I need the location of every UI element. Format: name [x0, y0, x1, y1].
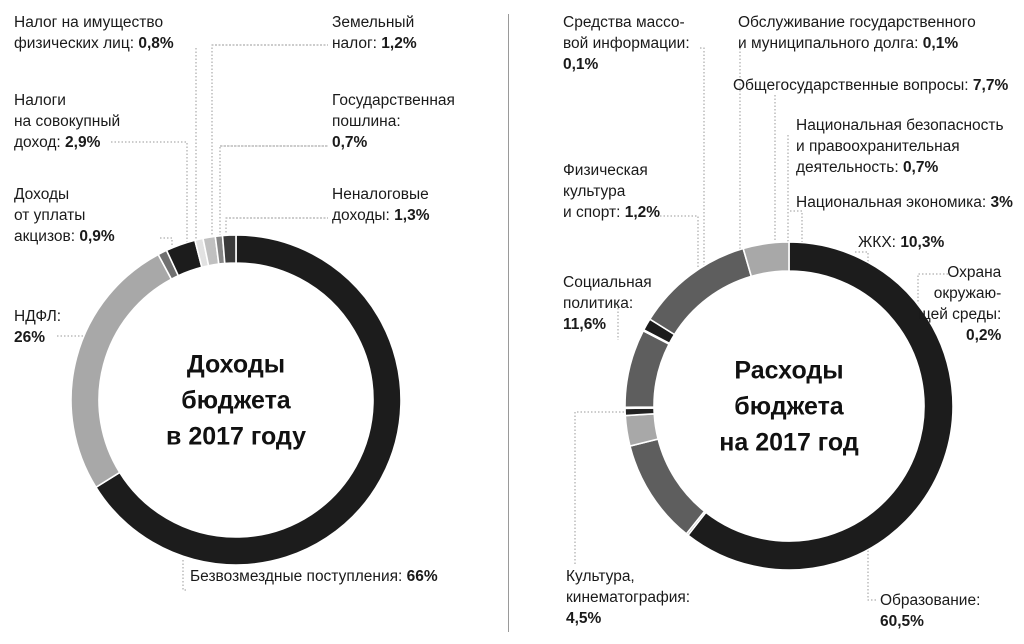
expense-slice-0: [686, 241, 954, 571]
expense-center-title-line: Расходы: [734, 357, 843, 385]
label-value: 0,8%: [138, 35, 174, 52]
expense-donut: Расходы бюджета на 2017 год: [624, 241, 954, 571]
label-value: 66%: [406, 568, 438, 585]
label-bezopasnost: Национальная безопасность и правоохраните…: [796, 115, 1004, 178]
label-text: Безвозмездные поступления:: [190, 568, 403, 585]
label-value: 10,3%: [900, 234, 945, 251]
divider: [508, 14, 509, 632]
label-text: ЖКХ:: [858, 234, 896, 251]
label-obrazovanie: Образование: 60,5%: [880, 590, 980, 632]
label-value: 60,5%: [880, 613, 924, 630]
label-socpolitika: Социальная политика: 11,6%: [563, 272, 652, 335]
label-imushchestvo: Налог на имущество физических лиц: 0,8%: [14, 12, 174, 54]
leader-line-12: [660, 215, 699, 275]
expense-slice-6: [624, 329, 671, 409]
label-text: Налог на имущество физических лиц:: [14, 14, 164, 52]
expense-center-title-line: бюджета: [734, 393, 845, 421]
label-bezvozmezd: Безвозмездные поступления: 66%: [190, 566, 438, 587]
leader-line-4: [211, 44, 328, 242]
label-ekonomika: Национальная экономика: 3%: [796, 192, 1013, 213]
leader-line-5: [219, 145, 328, 242]
label-sport: Физическая культура и спорт: 1,2%: [563, 160, 660, 223]
label-text: Налоги на совокупный доход:: [14, 92, 121, 151]
label-text: Доходы от уплаты акцизов:: [14, 186, 86, 245]
label-value: 1,2%: [381, 35, 417, 52]
label-text: Государственная пошлина:: [332, 92, 455, 130]
expense-slice-9: [648, 247, 753, 336]
label-ndfl: НДФЛ: 26%: [14, 306, 61, 348]
income-center-title-line: бюджета: [181, 387, 292, 415]
label-value: 2,9%: [65, 134, 101, 151]
label-text: Культура, кинематография:: [566, 568, 691, 606]
label-value: 1,3%: [394, 207, 430, 224]
label-text: Национальная экономика:: [796, 194, 987, 211]
leader-line-18: [867, 540, 878, 601]
label-value: 0,7%: [902, 159, 939, 176]
label-okhrana: Охрана окружаю-щей среды: 0,2%: [918, 262, 1001, 346]
leader-line-7: [182, 560, 188, 591]
label-text: Обслуживание государственного и муниципал…: [738, 14, 976, 52]
label-text: Национальная безопасность и правоохраните…: [796, 117, 1004, 176]
income-slice-1: [70, 253, 173, 489]
label-value: 11,6%: [563, 316, 607, 333]
label-dolg: Обслуживание государственного и муниципал…: [738, 12, 976, 54]
label-text: Неналоговые доходы:: [332, 186, 429, 224]
label-text: Физическая культура и спорт:: [563, 162, 648, 221]
label-text: Средства массо-вой информации:: [563, 14, 690, 52]
income-center-title-line: Доходы: [187, 351, 285, 379]
label-value: 0,1%: [922, 35, 959, 52]
leader-line-1: [111, 141, 188, 245]
label-obshchegos: Общегосударственные вопросы: 7,7%: [733, 75, 1008, 96]
label-value: 0,1%: [563, 56, 599, 73]
label-value: 26%: [14, 329, 46, 346]
label-value: 3%: [990, 194, 1013, 211]
label-nenalog: Неналоговые доходы: 1,3%: [332, 184, 430, 226]
label-text: Охрана окружаю-щей среды:: [918, 264, 1002, 323]
income-slice-0: [94, 234, 402, 566]
leader-line-13: [790, 210, 803, 252]
label-text: НДФЛ:: [14, 308, 62, 325]
label-akcizy: Доходы от уплаты акцизов: 0,9%: [14, 184, 115, 247]
label-sovokupny: Налоги на совокупный доход: 2,9%: [14, 90, 120, 153]
leader-line-8: [700, 47, 705, 280]
income-slice-7: [221, 234, 237, 265]
label-value: 1,2%: [624, 204, 661, 221]
label-kultura: Культура, кинематография: 4,5%: [566, 566, 690, 629]
label-smi: Средства массо-вой информации: 0,1%: [563, 12, 690, 75]
label-poshlina: Государственная пошлина: 0,7%: [332, 90, 455, 153]
leader-lines: [57, 44, 948, 601]
label-text: Образование:: [880, 592, 981, 609]
label-value: 0,2%: [965, 327, 1002, 344]
label-text: Общегосударственные вопросы:: [733, 77, 969, 94]
income-donut: Доходы бюджета в 2017 году: [70, 234, 402, 566]
label-value: 0,7%: [332, 134, 368, 151]
expense-slice-10: [742, 241, 790, 278]
label-zemelny: Земельный налог: 1,2%: [332, 12, 417, 54]
label-value: 0,9%: [79, 228, 115, 245]
leader-line-17: [574, 411, 624, 566]
label-value: 7,7%: [972, 77, 1009, 94]
expense-slice-2: [629, 438, 706, 536]
label-text: Земельный налог:: [332, 14, 415, 52]
label-text: Социальная политика:: [563, 274, 652, 312]
income-center-title-line: в 2017 году: [166, 423, 306, 451]
label-value: 4,5%: [566, 610, 602, 627]
expense-center-title-line: на 2017 год: [719, 429, 859, 457]
label-zhkh: ЖКХ: 10,3%: [858, 232, 944, 253]
